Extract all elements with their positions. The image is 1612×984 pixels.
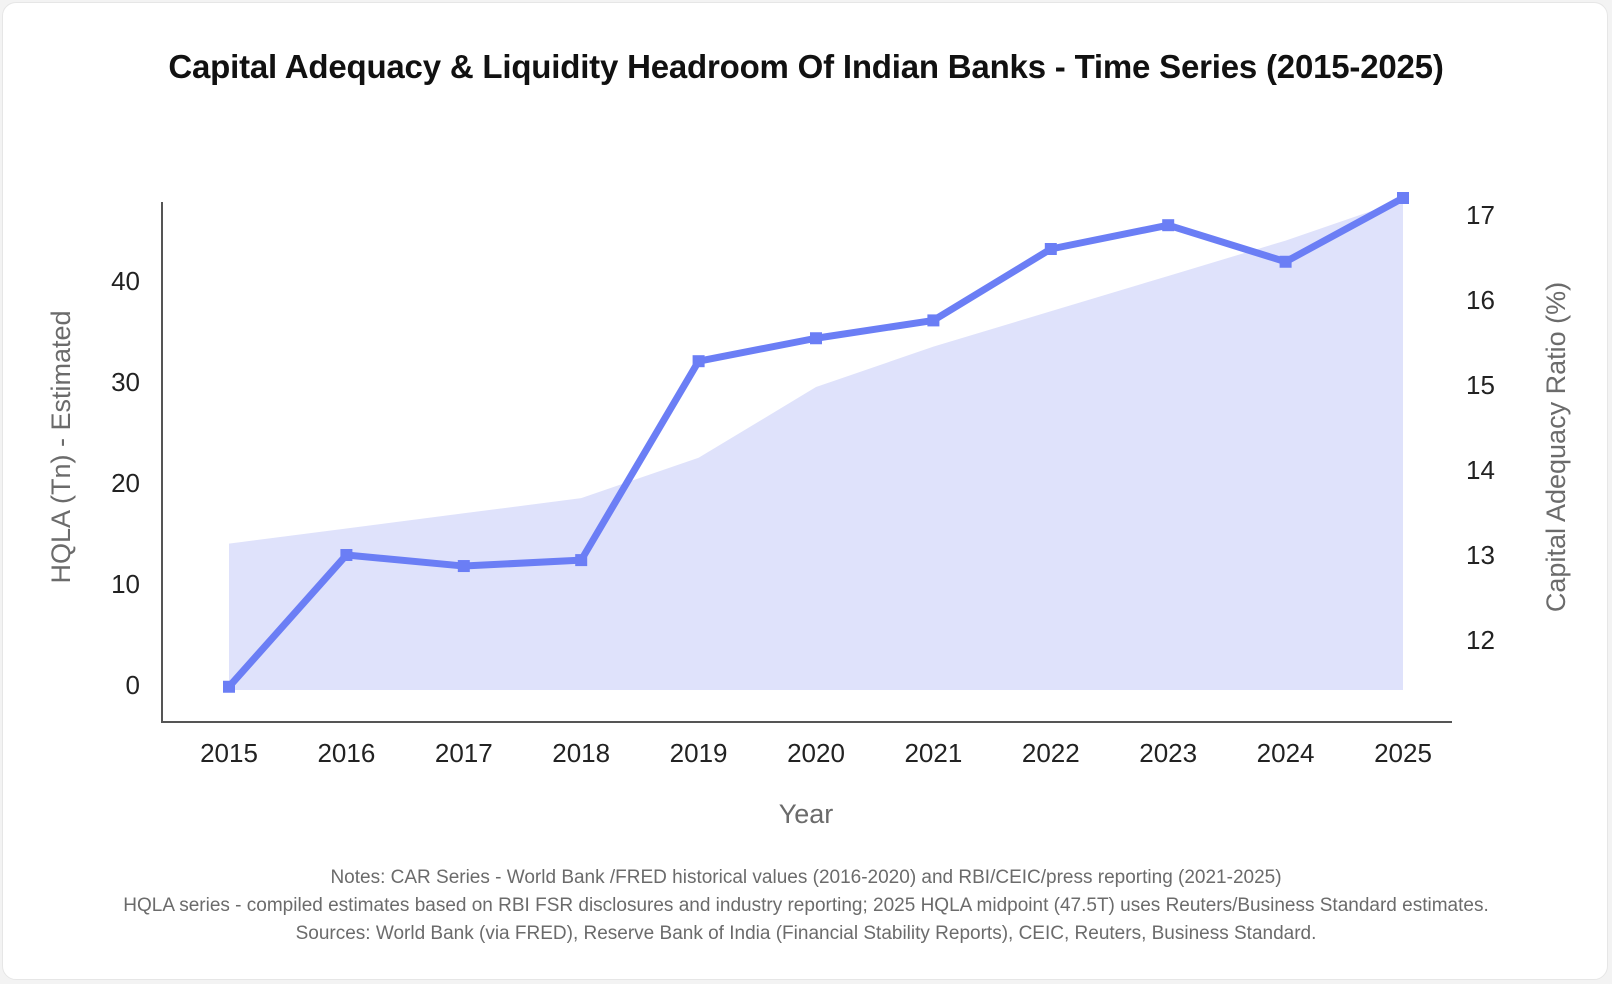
x-tick-label: 2019	[670, 738, 728, 768]
car-point	[810, 332, 822, 345]
car-point	[223, 680, 235, 693]
hqla-area-layer	[229, 200, 1403, 690]
x-tick-label: 2020	[787, 738, 845, 768]
car-point	[1397, 192, 1409, 204]
car-point	[692, 355, 705, 368]
x-tick-label: 2022	[1022, 738, 1080, 768]
left-y-tick-label: 30	[111, 367, 140, 397]
x-axis-label: Year	[779, 799, 834, 829]
notes-line-1: Notes: CAR Series - World Bank /FRED his…	[330, 867, 1282, 888]
left-y-tick-label: 20	[111, 468, 140, 498]
right-y-tick-label: 16	[1466, 285, 1495, 315]
x-tick-label: 2017	[435, 738, 493, 768]
x-tick-label: 2025	[1374, 738, 1432, 768]
car-point	[340, 549, 353, 561]
x-tick-label: 2021	[904, 738, 962, 768]
axes	[161, 202, 1452, 723]
car-point	[575, 554, 588, 567]
car-point	[1162, 219, 1175, 232]
car-point	[1279, 255, 1292, 268]
left-y-tick-label: 0	[126, 670, 140, 700]
left-y-tick-label: 40	[111, 266, 140, 296]
tick-labels: 2015 2016 2017 2018 2019 2020 2021 2022 2023 2024…	[111, 200, 1495, 768]
right-y-axis-label: Capital Adequacy Ratio (%)	[1541, 282, 1571, 612]
right-y-tick-label: 14	[1466, 455, 1495, 485]
right-y-tick-label: 15	[1466, 370, 1495, 400]
notes-line-2: HQLA series - compiled estimates based o…	[123, 895, 1489, 916]
hqla-area	[229, 200, 1403, 690]
car-line-layer	[223, 192, 1409, 693]
x-tick-label: 2024	[1257, 738, 1315, 768]
x-tick-label: 2016	[317, 738, 375, 768]
right-y-tick-label: 12	[1466, 625, 1495, 655]
chart-notes: Notes: CAR Series - World Bank /FRED his…	[0, 864, 1612, 948]
car-point	[457, 560, 470, 573]
x-tick-label: 2023	[1139, 738, 1197, 768]
right-y-tick-label: 13	[1466, 540, 1495, 570]
x-tick-label: 2018	[552, 738, 610, 768]
left-y-tick-label: 10	[111, 569, 140, 599]
x-tick-label: 2015	[200, 738, 258, 768]
left-y-axis-label: HQLA (Tn) - Estimated	[46, 310, 76, 583]
chart-title: Capital Adequacy & Liquidity Headroom Of…	[168, 48, 1444, 85]
car-point	[1044, 243, 1057, 255]
notes-line-3: Sources: World Bank (via FRED), Reserve …	[295, 923, 1317, 944]
right-y-tick-label: 17	[1466, 200, 1495, 230]
car-point	[927, 314, 940, 327]
